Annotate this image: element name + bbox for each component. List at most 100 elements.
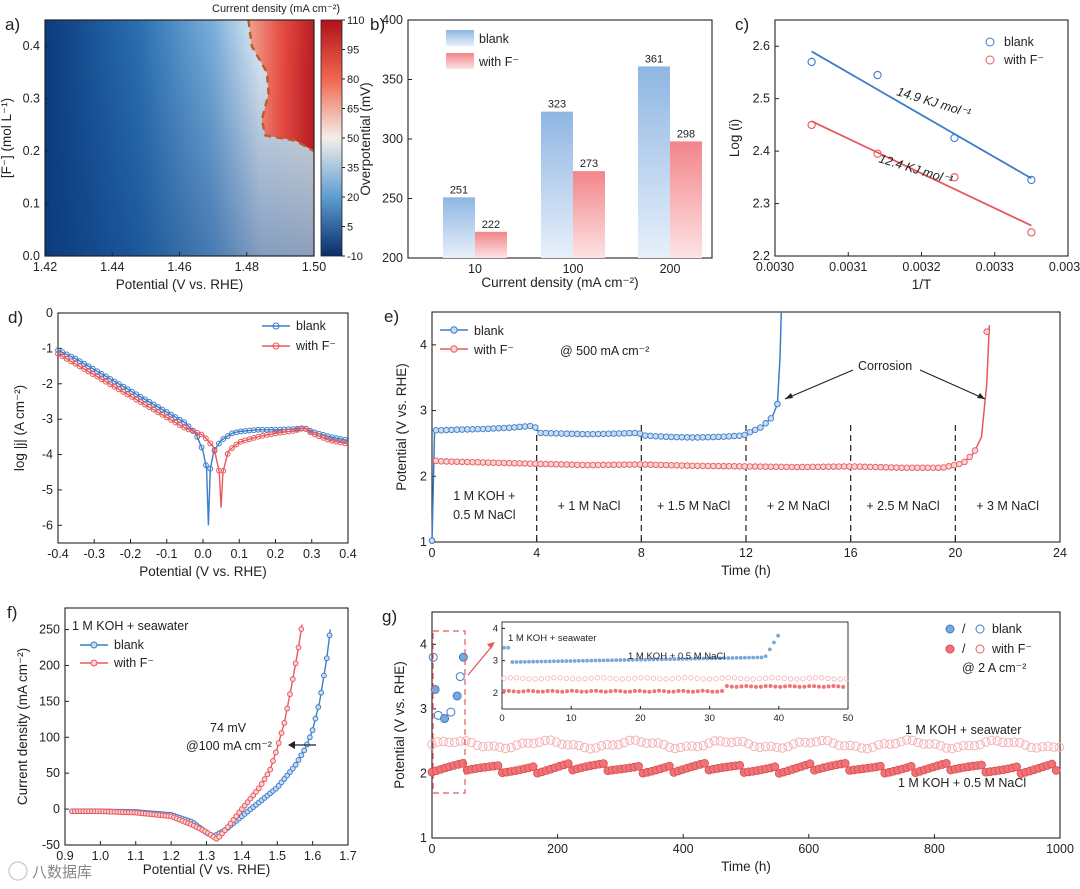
inset-marker-blank <box>767 647 772 652</box>
data-marker <box>211 447 218 454</box>
legend-marker <box>985 55 995 65</box>
data-marker-open <box>636 737 646 747</box>
inset-marker-blank <box>668 657 673 662</box>
data-marker <box>261 776 268 783</box>
data-marker <box>307 429 314 436</box>
inset-marker-filled <box>773 684 778 689</box>
inset-marker-open <box>688 675 694 681</box>
data-point <box>1027 228 1036 237</box>
bar-value-label: 361 <box>645 53 663 65</box>
inset-marker-blank <box>547 659 552 664</box>
data-marker <box>788 463 796 471</box>
data-marker <box>610 430 618 437</box>
inset-marker-blank <box>539 659 544 664</box>
x-axis-label: Time (h) <box>721 563 771 578</box>
data-marker <box>150 401 157 408</box>
data-marker <box>500 424 508 432</box>
y-tick-label: 4 <box>420 637 427 651</box>
data-marker-open <box>619 737 629 748</box>
inset-marker-blank <box>535 659 540 664</box>
inset-marker-filled <box>540 689 545 694</box>
inset-marker-blank <box>755 655 760 660</box>
data-marker <box>579 461 586 469</box>
y-axis-label: [F⁻] (mol L⁻¹) <box>0 98 14 178</box>
y-tick-label: 1 <box>420 831 427 845</box>
inset-marker-open <box>731 675 738 681</box>
data-marker <box>537 429 544 437</box>
inset-marker-filled <box>681 688 686 693</box>
inset-marker-blank <box>527 659 531 664</box>
data-marker-open <box>777 743 788 753</box>
legend-label: with F⁻ <box>1003 53 1044 67</box>
data-marker <box>683 462 691 469</box>
data-marker <box>98 376 105 383</box>
inset-marker-filled <box>690 689 695 694</box>
data-marker-open <box>800 737 810 748</box>
data-marker <box>668 433 675 441</box>
data-marker <box>289 676 296 682</box>
inset-marker-open <box>663 676 669 682</box>
inset-marker-blank <box>676 657 681 661</box>
data-marker <box>662 433 670 441</box>
data-marker <box>631 461 639 468</box>
watermark: 八数据库 <box>8 861 92 881</box>
arrow-head <box>288 741 295 749</box>
inset-marker-filled <box>623 689 628 694</box>
data-marker <box>579 430 586 438</box>
data-marker-open <box>998 737 1008 748</box>
inset-marker-blank <box>576 658 581 663</box>
overpotential-gap-label: @100 mA cm⁻² <box>186 739 272 753</box>
data-marker <box>521 460 529 467</box>
y-tick-label: 1 <box>420 535 427 549</box>
data-marker <box>573 461 581 469</box>
data-marker <box>516 423 523 431</box>
data-marker <box>741 463 748 470</box>
bar-value-label: 323 <box>548 99 566 111</box>
data-marker <box>111 378 118 385</box>
data-marker-open <box>579 742 590 753</box>
inset-marker-filled <box>787 683 792 688</box>
inset-marker-open <box>738 675 744 681</box>
inset-marker-blank <box>659 657 664 662</box>
data-point <box>873 70 882 80</box>
segment-label: 1 M KOH + <box>453 489 515 503</box>
data-marker <box>315 704 322 711</box>
data-marker-filled <box>1051 766 1061 775</box>
data-marker <box>882 464 890 471</box>
inset-marker-filled <box>768 684 773 689</box>
data-marker-open <box>981 737 991 747</box>
data-marker-open <box>789 739 799 749</box>
data-marker-open <box>952 742 963 752</box>
data-marker-filled <box>665 761 674 771</box>
data-marker-filled <box>876 761 885 771</box>
data-marker-open <box>969 741 980 751</box>
data-marker <box>621 430 628 437</box>
legend-marker <box>975 644 985 654</box>
x-tick-label: 1000 <box>1046 842 1074 856</box>
data-marker <box>270 758 276 764</box>
x-tick-label: 1.6 <box>304 849 321 863</box>
data-marker <box>490 425 497 432</box>
inset-marker-filled <box>841 684 846 689</box>
data-marker-open <box>783 741 793 752</box>
data-marker-filled <box>805 759 815 769</box>
x-tick-label: 0.0 <box>194 547 211 561</box>
legend-label: with F⁻ <box>991 642 1032 656</box>
colorbar-tick-label: 5 <box>347 222 353 234</box>
legend-marker <box>975 624 985 634</box>
x-axis-label: Current density (mA cm⁻²) <box>481 275 638 290</box>
data-marker <box>589 461 597 469</box>
inset-marker-open <box>694 675 700 681</box>
inset-marker-filled <box>594 688 599 693</box>
inset-marker-blank <box>701 656 706 661</box>
inset-marker-blank <box>742 655 747 660</box>
inset-marker-blank <box>693 656 697 661</box>
colorbar-tick-label: 65 <box>347 104 359 116</box>
data-marker-open <box>608 740 618 750</box>
data-point <box>873 149 882 158</box>
data-marker <box>872 463 879 471</box>
data-marker-filled <box>941 759 951 768</box>
y-tick-label: 2.3 <box>753 197 770 211</box>
inset-marker-filled <box>516 689 521 694</box>
inset-marker-open <box>576 676 582 682</box>
